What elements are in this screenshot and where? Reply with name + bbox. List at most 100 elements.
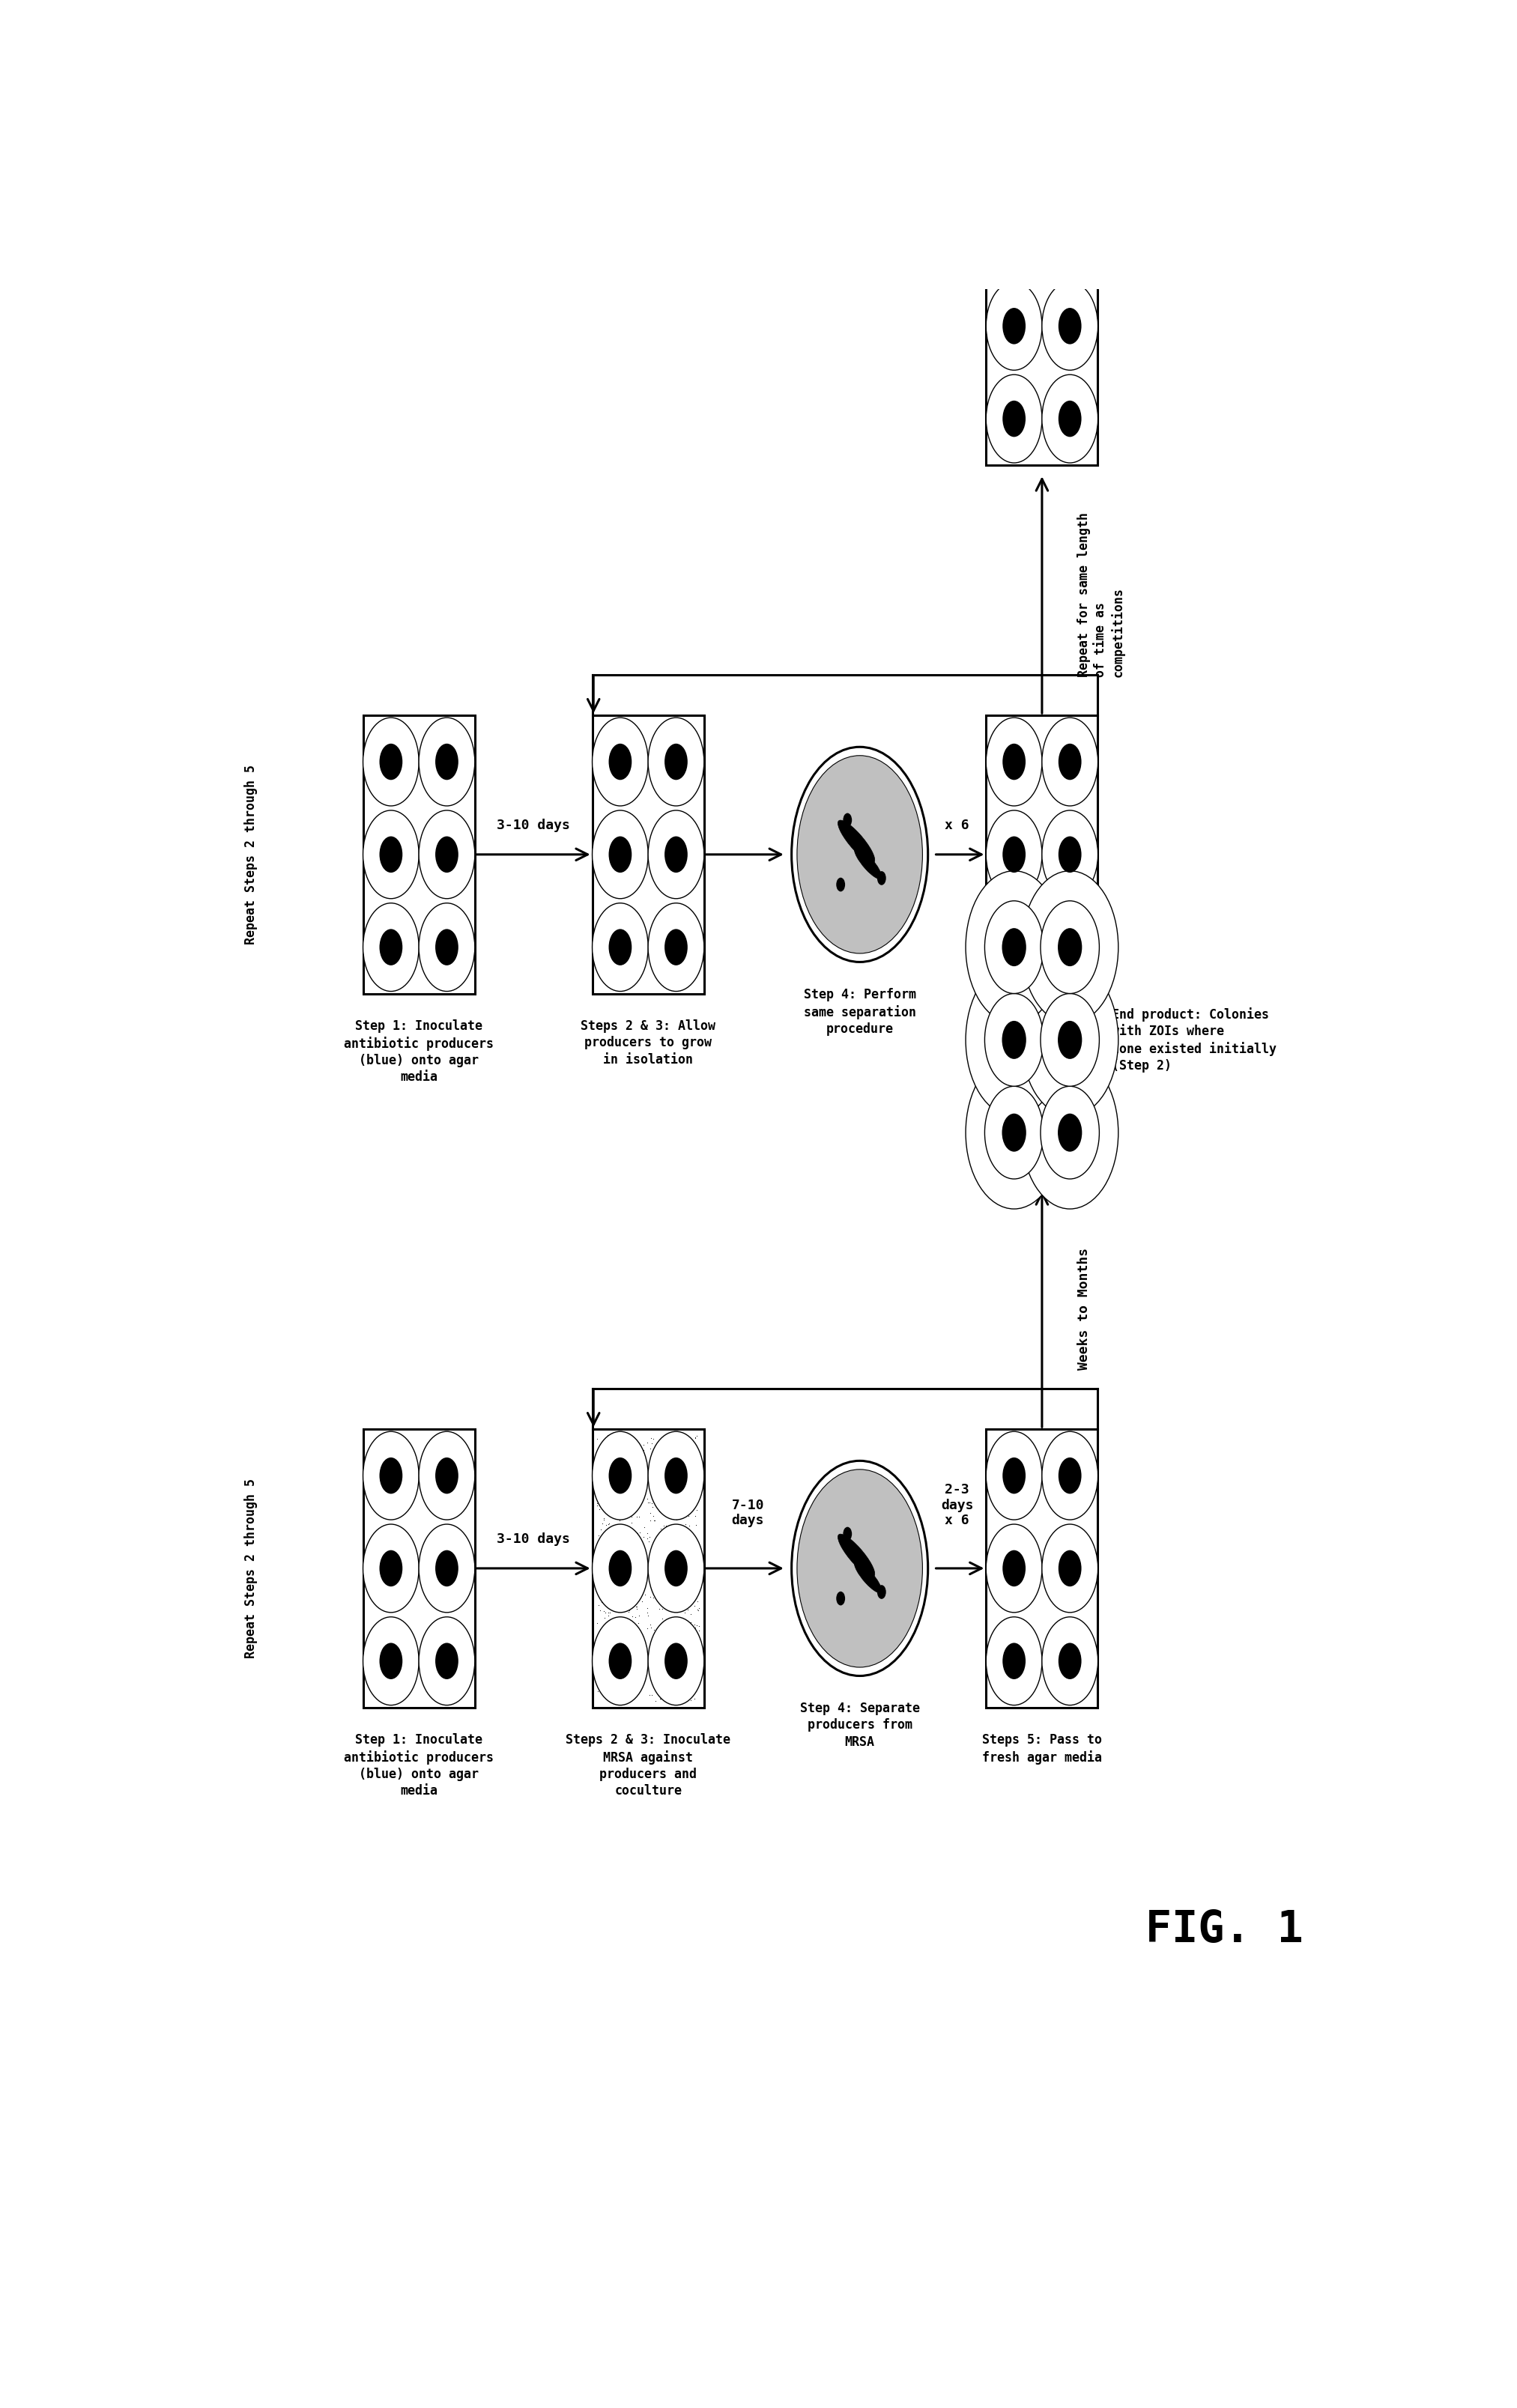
Point: [663, 1466, 687, 1505]
Point: [587, 1454, 611, 1493]
Point: [613, 1621, 637, 1659]
Point: [617, 1529, 642, 1568]
Point: [639, 1560, 663, 1599]
Point: [1062, 1004, 1086, 1043]
Point: [677, 1495, 701, 1534]
Point: [687, 1560, 711, 1599]
Point: [1065, 1072, 1089, 1110]
Point: [988, 1105, 1012, 1144]
Point: [623, 1483, 648, 1522]
Point: [666, 1421, 690, 1459]
Point: [995, 913, 1019, 951]
Point: [593, 1551, 617, 1589]
Point: [598, 1601, 622, 1640]
Point: [652, 1445, 677, 1483]
Point: [686, 1582, 710, 1621]
Point: [1009, 1004, 1033, 1043]
Point: [628, 1640, 652, 1678]
Point: [1030, 1120, 1054, 1158]
Point: [617, 1592, 642, 1630]
Point: [1050, 958, 1074, 997]
Point: [991, 905, 1015, 944]
Point: [989, 1096, 1013, 1134]
Point: [587, 1442, 611, 1481]
Point: [1048, 992, 1073, 1031]
Point: [649, 1447, 674, 1486]
Point: [1041, 968, 1065, 1007]
Point: [1012, 1100, 1036, 1139]
Point: [593, 1618, 617, 1657]
Point: [623, 1486, 648, 1524]
Point: [687, 1568, 711, 1606]
Point: [1012, 973, 1036, 1011]
Point: [660, 1488, 684, 1527]
Circle shape: [986, 903, 1042, 992]
Point: [981, 1139, 1006, 1178]
Text: 3-10 days: 3-10 days: [498, 1531, 570, 1546]
Point: [994, 1007, 1018, 1045]
Point: [593, 1659, 617, 1698]
Point: [687, 1589, 711, 1628]
Point: [663, 1616, 687, 1654]
Point: [664, 1500, 689, 1539]
Point: [622, 1611, 646, 1649]
Point: [678, 1604, 702, 1642]
Point: [619, 1503, 643, 1541]
Point: [620, 1450, 645, 1488]
Point: [684, 1505, 708, 1544]
Point: [590, 1582, 614, 1621]
Point: [654, 1435, 678, 1474]
Circle shape: [648, 1430, 704, 1519]
Point: [596, 1515, 620, 1553]
Point: [642, 1500, 666, 1539]
Point: [1039, 1146, 1063, 1185]
Point: [992, 1115, 1016, 1153]
Point: [642, 1556, 666, 1594]
Point: [664, 1452, 689, 1491]
Point: [645, 1469, 669, 1507]
Point: [598, 1640, 622, 1678]
Point: [677, 1457, 701, 1495]
Point: [1012, 903, 1036, 942]
Point: [625, 1587, 649, 1625]
Point: [998, 1117, 1022, 1156]
Circle shape: [608, 929, 631, 966]
Circle shape: [664, 836, 687, 872]
Point: [614, 1635, 639, 1674]
Point: [1065, 1047, 1089, 1086]
Point: [1003, 1100, 1027, 1139]
Point: [636, 1536, 660, 1575]
Point: [675, 1435, 699, 1474]
Point: [613, 1572, 637, 1611]
Point: [1059, 992, 1083, 1031]
Point: [619, 1637, 643, 1676]
Point: [1025, 1052, 1050, 1091]
Point: [687, 1471, 711, 1510]
Point: [616, 1541, 640, 1580]
Point: [687, 1645, 711, 1683]
Point: [1006, 1084, 1030, 1122]
Point: [983, 915, 1007, 954]
Point: [622, 1553, 646, 1592]
Point: [1033, 966, 1057, 1004]
Point: [678, 1594, 702, 1633]
Circle shape: [648, 718, 704, 807]
Point: [669, 1645, 693, 1683]
Point: [686, 1589, 710, 1628]
Point: [623, 1587, 648, 1625]
Point: [627, 1498, 651, 1536]
Point: [669, 1582, 693, 1621]
Point: [1063, 922, 1088, 961]
Point: [596, 1450, 620, 1488]
Point: [628, 1659, 652, 1698]
Point: [616, 1592, 640, 1630]
Point: [1025, 944, 1050, 982]
Point: [630, 1546, 654, 1584]
Point: [623, 1659, 648, 1698]
Point: [1036, 1110, 1060, 1149]
Point: [1044, 949, 1068, 987]
Point: [1032, 980, 1056, 1019]
Point: [687, 1606, 711, 1645]
Point: [983, 1033, 1007, 1072]
Point: [989, 995, 1013, 1033]
